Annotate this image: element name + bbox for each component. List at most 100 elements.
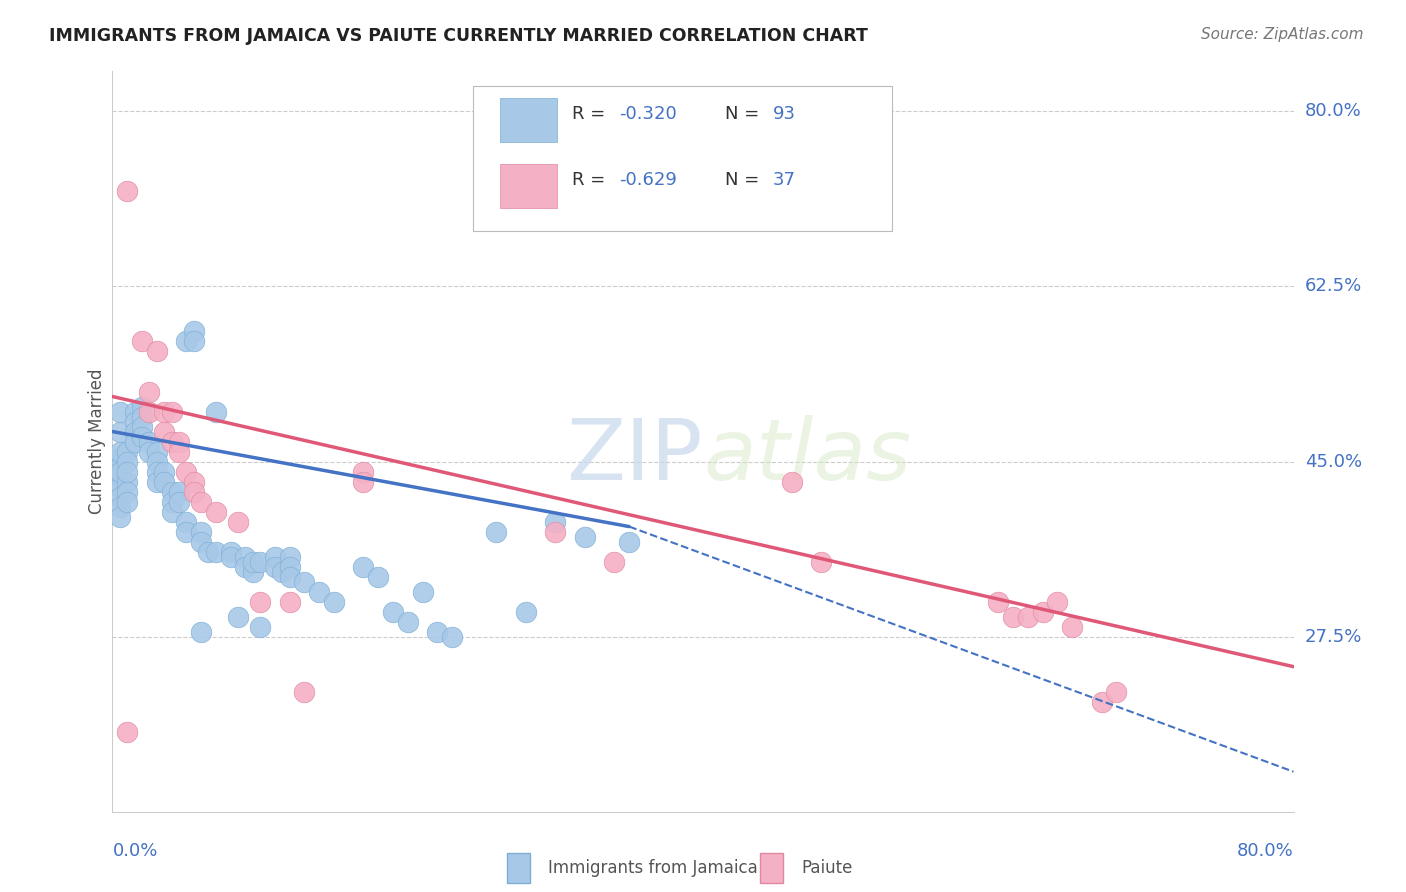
Point	[987, 594, 1010, 608]
Point	[205, 505, 228, 519]
Point	[544, 524, 567, 539]
Point	[131, 334, 153, 349]
Point	[574, 530, 596, 544]
Point	[167, 484, 190, 499]
Point	[1062, 620, 1084, 634]
Point	[619, 534, 641, 549]
Point	[219, 549, 242, 564]
Point	[190, 524, 212, 539]
Point	[205, 404, 228, 418]
Point	[278, 549, 301, 564]
Point	[308, 584, 330, 599]
Point	[108, 500, 131, 514]
Y-axis label: Currently Married: Currently Married	[87, 368, 105, 515]
Point	[124, 415, 146, 429]
Text: atlas: atlas	[703, 415, 911, 498]
Point	[278, 569, 301, 583]
Point	[160, 404, 183, 418]
Text: 93: 93	[773, 104, 796, 122]
Point	[138, 434, 160, 449]
Point	[167, 434, 190, 449]
Text: N =: N =	[725, 104, 765, 122]
Point	[108, 459, 131, 474]
Point	[124, 425, 146, 439]
Text: 62.5%: 62.5%	[1305, 277, 1362, 295]
Point	[174, 334, 197, 349]
Point	[117, 724, 138, 739]
Text: Paiute: Paiute	[801, 859, 853, 877]
Point	[174, 465, 197, 479]
Text: N =: N =	[725, 171, 765, 189]
Point	[167, 444, 190, 458]
Point	[117, 454, 138, 468]
Point	[352, 559, 374, 574]
Point	[233, 559, 256, 574]
Text: -0.629: -0.629	[619, 171, 678, 189]
Point	[249, 594, 271, 608]
Point	[124, 404, 146, 418]
Point	[160, 505, 183, 519]
Point	[146, 444, 169, 458]
Point	[146, 475, 169, 489]
Point	[131, 400, 153, 414]
Point	[108, 509, 131, 524]
Point	[153, 425, 176, 439]
Point	[1001, 609, 1024, 624]
Point	[1105, 684, 1128, 698]
Text: R =: R =	[572, 171, 610, 189]
Point	[108, 490, 131, 504]
Point	[138, 444, 160, 458]
Point	[411, 584, 433, 599]
Point	[117, 475, 138, 489]
Point	[153, 475, 176, 489]
Point	[292, 574, 315, 589]
Point	[780, 475, 803, 489]
Point	[190, 494, 212, 508]
Point	[242, 555, 264, 569]
Point	[382, 605, 405, 619]
Point	[367, 569, 389, 583]
Point	[117, 484, 138, 499]
Point	[515, 605, 537, 619]
Point	[1046, 594, 1069, 608]
Point	[117, 465, 138, 479]
Point	[146, 454, 169, 468]
Point	[278, 559, 301, 574]
Point	[117, 444, 138, 458]
Point	[352, 465, 374, 479]
FancyBboxPatch shape	[472, 87, 891, 230]
Point	[183, 325, 205, 339]
Point	[205, 544, 228, 558]
Text: ZIP: ZIP	[567, 415, 703, 498]
Point	[108, 425, 131, 439]
Point	[131, 429, 153, 443]
Text: 37: 37	[773, 171, 796, 189]
Point	[323, 594, 346, 608]
Point	[183, 475, 205, 489]
Point	[249, 620, 271, 634]
Point	[131, 419, 153, 434]
Point	[138, 384, 160, 399]
Point	[1017, 609, 1039, 624]
Point	[108, 479, 131, 493]
Point	[146, 465, 169, 479]
Point	[174, 524, 197, 539]
Point	[426, 624, 449, 639]
Point	[190, 624, 212, 639]
Point	[197, 544, 219, 558]
Point	[153, 465, 176, 479]
Point	[441, 630, 464, 644]
Point	[138, 404, 160, 418]
Point	[603, 555, 626, 569]
Point	[108, 404, 131, 418]
Text: 27.5%: 27.5%	[1305, 628, 1362, 646]
Point	[117, 185, 138, 199]
Point	[264, 549, 287, 564]
Text: 45.0%: 45.0%	[1305, 452, 1362, 471]
Point	[160, 434, 183, 449]
Point	[108, 469, 131, 483]
Text: Immigrants from Jamaica: Immigrants from Jamaica	[548, 859, 758, 877]
Point	[485, 524, 508, 539]
Point	[108, 450, 131, 464]
Point	[233, 549, 256, 564]
